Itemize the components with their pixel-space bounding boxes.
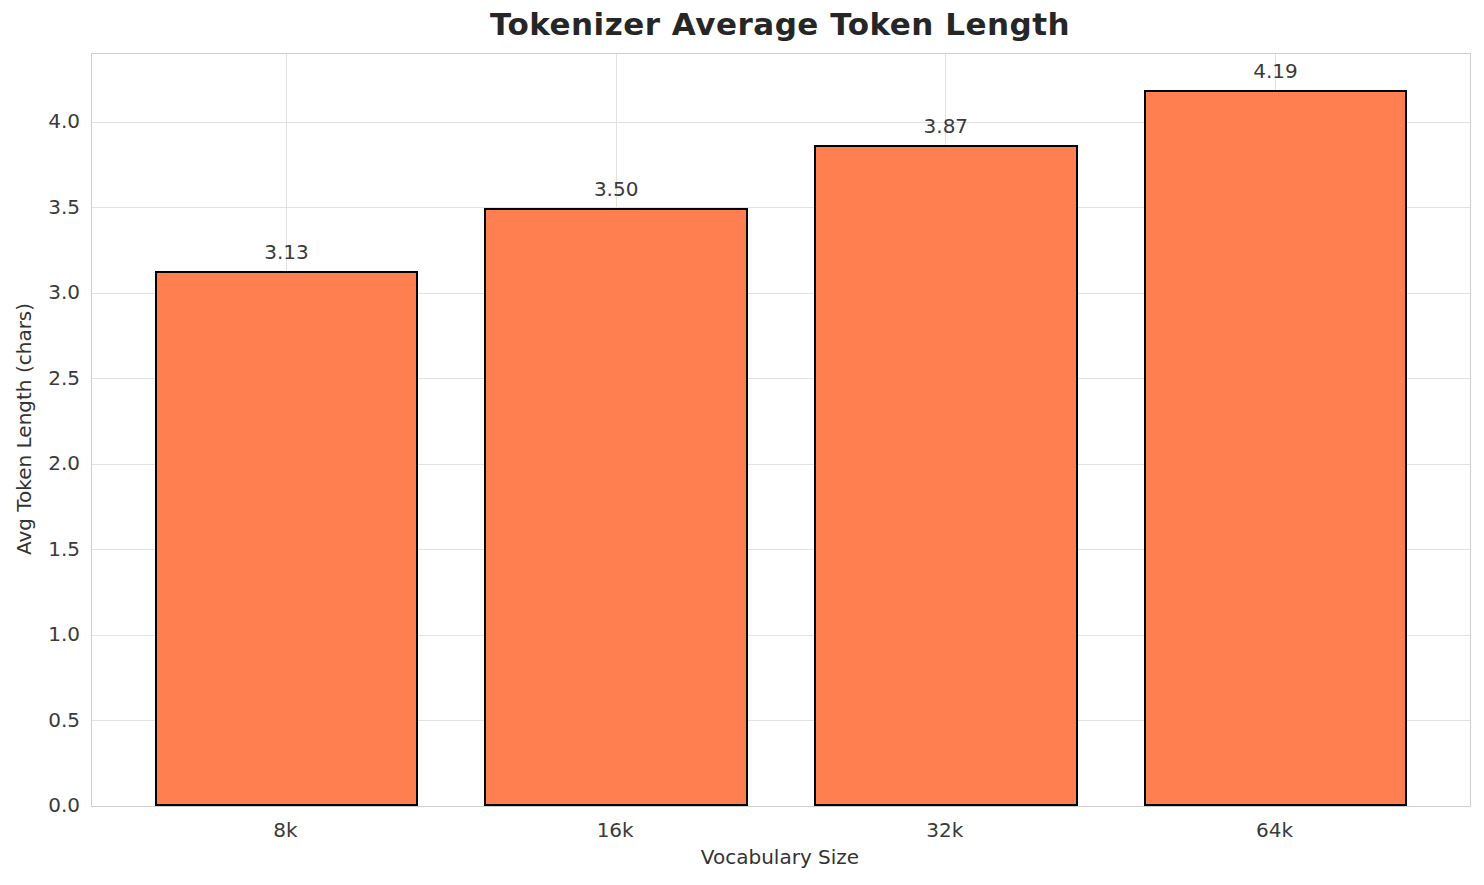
plot-area: 3.13 3.50 3.87 4.19 [91,53,1471,807]
xtick-label-64k: 64k [1256,818,1293,842]
ytick-label: 0.0 [0,793,80,817]
xtick-label-8k: 8k [273,818,297,842]
bar-16k [484,208,748,806]
ytick-label: 3.5 [0,195,80,219]
x-axis-label: Vocabulary Size [91,845,1469,869]
ytick-label: 2.5 [0,366,80,390]
figure: Tokenizer Average Token Length 3.133.503… [0,0,1484,885]
bar-64k [1144,90,1408,806]
ytick-label: 4.0 [0,109,80,133]
ytick-label: 0.5 [0,708,80,732]
ytick-label: 1.0 [0,622,80,646]
bar-value-label: 3.13 [264,240,309,264]
chart-title: Tokenizer Average Token Length [91,6,1469,42]
ytick-label: 3.0 [0,280,80,304]
xtick-label-16k: 16k [597,818,634,842]
xtick-label-32k: 32k [926,818,963,842]
ytick-label: 2.0 [0,451,80,475]
bar-value-label: 4.19 [1253,59,1298,83]
bar-8k [155,271,419,806]
bar-value-label: 3.50 [594,177,639,201]
bar-value-label: 3.87 [924,114,969,138]
bar-32k [814,145,1078,806]
ytick-label: 1.5 [0,537,80,561]
